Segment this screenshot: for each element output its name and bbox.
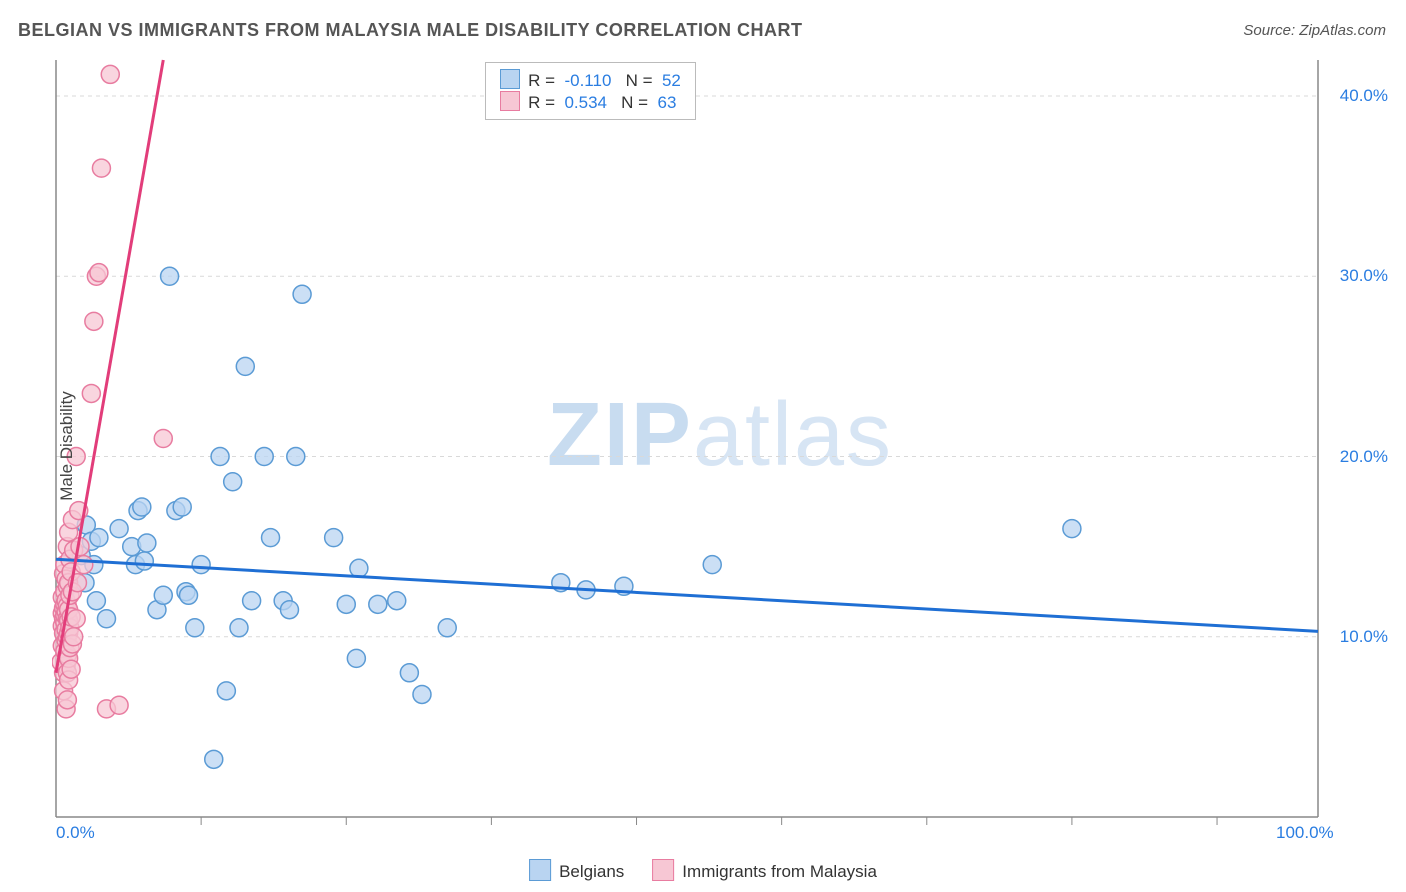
source-link[interactable]: ZipAtlas.com: [1299, 22, 1386, 39]
infobox-r-value: -0.110: [564, 71, 611, 90]
x-tick-label: 0.0%: [56, 823, 95, 843]
y-tick-label: 20.0%: [1340, 447, 1388, 467]
legend-label-belgians: Belgians: [559, 862, 624, 881]
legend-item-belgians: Belgians: [529, 859, 624, 882]
chart-svg: [52, 55, 1388, 837]
infobox-row: R = 0.534 N = 63: [500, 91, 681, 113]
source-label: Source: ZipAtlas.com: [1243, 22, 1386, 39]
y-tick-label: 40.0%: [1340, 86, 1388, 106]
infobox-n-value: 52: [662, 71, 681, 90]
y-axis-label: Male Disability: [57, 391, 77, 501]
source-prefix: Source:: [1243, 22, 1299, 39]
y-tick-label: 30.0%: [1340, 266, 1388, 286]
correlation-info-box: R = -0.110 N = 52R = 0.534 N = 63: [485, 62, 696, 120]
chart-title: BELGIAN VS IMMIGRANTS FROM MALAYSIA MALE…: [18, 20, 803, 41]
legend-item-malaysia: Immigrants from Malaysia: [652, 859, 877, 882]
infobox-swatch: [500, 69, 520, 89]
legend-swatch-belgians: [529, 859, 551, 881]
infobox-r-value: 0.534: [564, 93, 607, 112]
legend-label-malaysia: Immigrants from Malaysia: [682, 862, 877, 881]
legend-swatch-malaysia: [652, 859, 674, 881]
x-tick-label: 100.0%: [1276, 823, 1334, 843]
infobox-swatch: [500, 91, 520, 111]
y-tick-label: 10.0%: [1340, 627, 1388, 647]
infobox-row: R = -0.110 N = 52: [500, 69, 681, 91]
plot-area: ZIPatlas R = -0.110 N = 52R = 0.534 N = …: [52, 55, 1388, 837]
infobox-n-value: 63: [658, 93, 677, 112]
legend: Belgians Immigrants from Malaysia: [529, 859, 877, 882]
